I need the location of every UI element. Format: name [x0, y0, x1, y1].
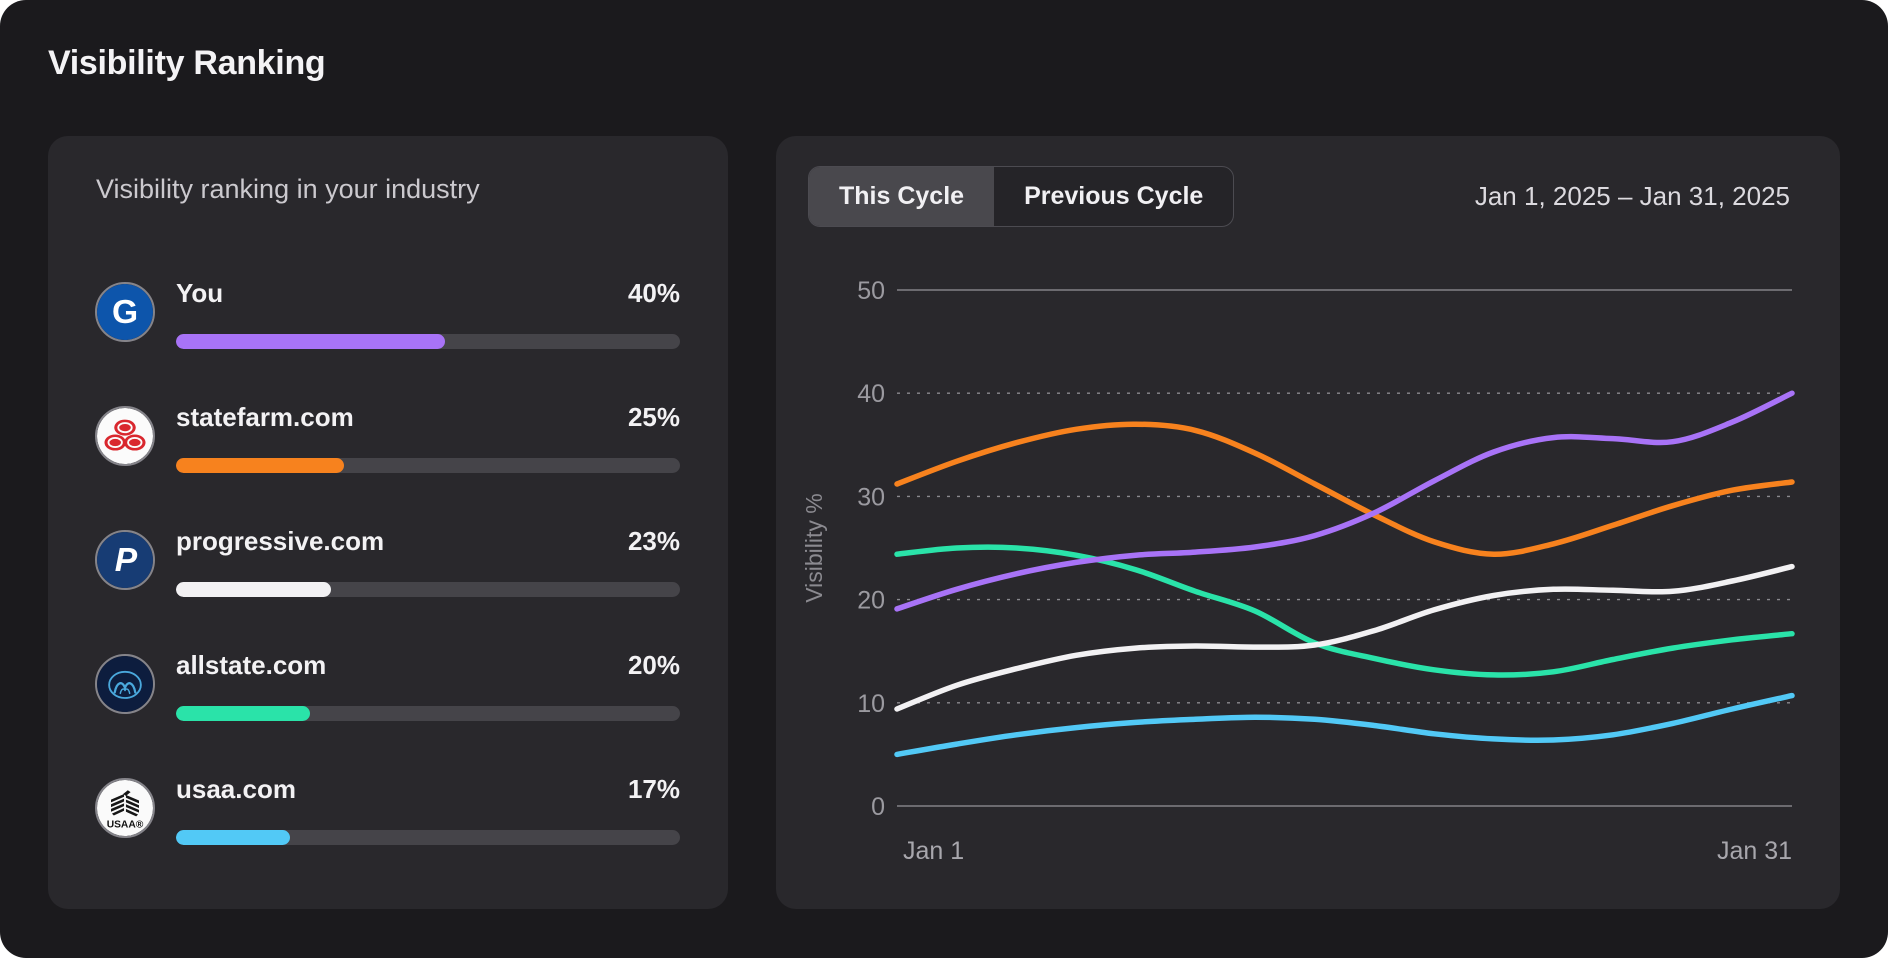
- y-tick-label: 10: [857, 690, 885, 718]
- chart-header: This Cycle Previous Cycle Jan 1, 2025 – …: [808, 165, 1790, 227]
- ranking-panel: Visibility ranking in your industry G You…: [48, 136, 728, 909]
- y-tick-label: 50: [857, 277, 885, 305]
- visibility-percent: 23%: [627, 526, 680, 556]
- competitor-name: You: [176, 278, 224, 308]
- visibility-bar-fill: [176, 830, 291, 845]
- visibility-percent: 20%: [627, 650, 680, 680]
- geico-logo-icon: G: [95, 282, 155, 342]
- ranking-row-allstate-com: allstate.com 20%: [95, 648, 680, 764]
- svg-text:USAA®: USAA®: [107, 820, 144, 831]
- competitor-name: progressive.com: [176, 526, 385, 556]
- competitor-name: usaa.com: [176, 774, 296, 804]
- visibility-percent: 17%: [627, 774, 680, 804]
- ranking-row-usaa-com: USAA® usaa.com 17%: [95, 772, 680, 888]
- series-line-progressive-com: [894, 563, 1795, 712]
- x-tick-label-end: Jan 31: [1717, 837, 1792, 865]
- visibility-bar-fill: [176, 458, 344, 473]
- tab-this-cycle[interactable]: This Cycle: [809, 166, 995, 226]
- visibility-percent: 40%: [627, 278, 680, 308]
- series-line-you: [894, 390, 1795, 612]
- visibility-bar-fill: [176, 706, 311, 721]
- chart-panel: This Cycle Previous Cycle Jan 1, 2025 – …: [776, 136, 1840, 909]
- ranking-row-statefarm-com: statefarm.com 25%: [95, 400, 680, 516]
- visibility-bar-track: [176, 458, 680, 473]
- visibility-bar-track: [176, 334, 680, 349]
- statefarm-logo-icon: [95, 406, 155, 466]
- visibility-percent: 25%: [627, 402, 680, 432]
- visibility-bar-track: [176, 582, 680, 597]
- usaa-logo-icon: USAA®: [95, 778, 155, 838]
- tab-previous-cycle[interactable]: Previous Cycle: [1024, 181, 1204, 210]
- visibility-bar-fill: [176, 334, 445, 349]
- y-tick-label: 40: [857, 380, 885, 408]
- y-tick-label: 0: [871, 793, 885, 821]
- series-line-usaa-com: [894, 692, 1795, 758]
- ranking-row-you: G You 40%: [95, 276, 680, 392]
- series-line-statefarm-com: [894, 421, 1795, 557]
- series-line-allstate-com: [894, 544, 1795, 678]
- allstate-logo-icon: [95, 654, 155, 714]
- progressive-logo-icon: P: [95, 530, 155, 590]
- date-range-label: Jan 1, 2025 – Jan 31, 2025: [1474, 180, 1790, 211]
- svg-text:G: G: [112, 294, 138, 331]
- visibility-bar-track: [176, 830, 680, 845]
- x-tick-label-start: Jan 1: [903, 837, 964, 865]
- svg-text:P: P: [115, 542, 138, 579]
- competitor-name: statefarm.com: [176, 402, 354, 432]
- visibility-bar-track: [176, 706, 680, 721]
- page-title: Visibility Ranking: [48, 44, 326, 82]
- y-tick-label: 30: [857, 483, 885, 511]
- visibility-line-chart: 50 40 30 20 10 0 Visibility % Jan 1 Jan 31: [801, 277, 1795, 865]
- y-axis-label: Visibility %: [801, 493, 827, 603]
- cycle-tab-group: This Cycle Previous Cycle: [808, 165, 1235, 227]
- ranking-subtitle: Visibility ranking in your industry: [96, 174, 480, 204]
- visibility-bar-fill: [176, 582, 331, 597]
- y-tick-label: 20: [857, 587, 885, 615]
- competitor-name: allstate.com: [176, 650, 327, 680]
